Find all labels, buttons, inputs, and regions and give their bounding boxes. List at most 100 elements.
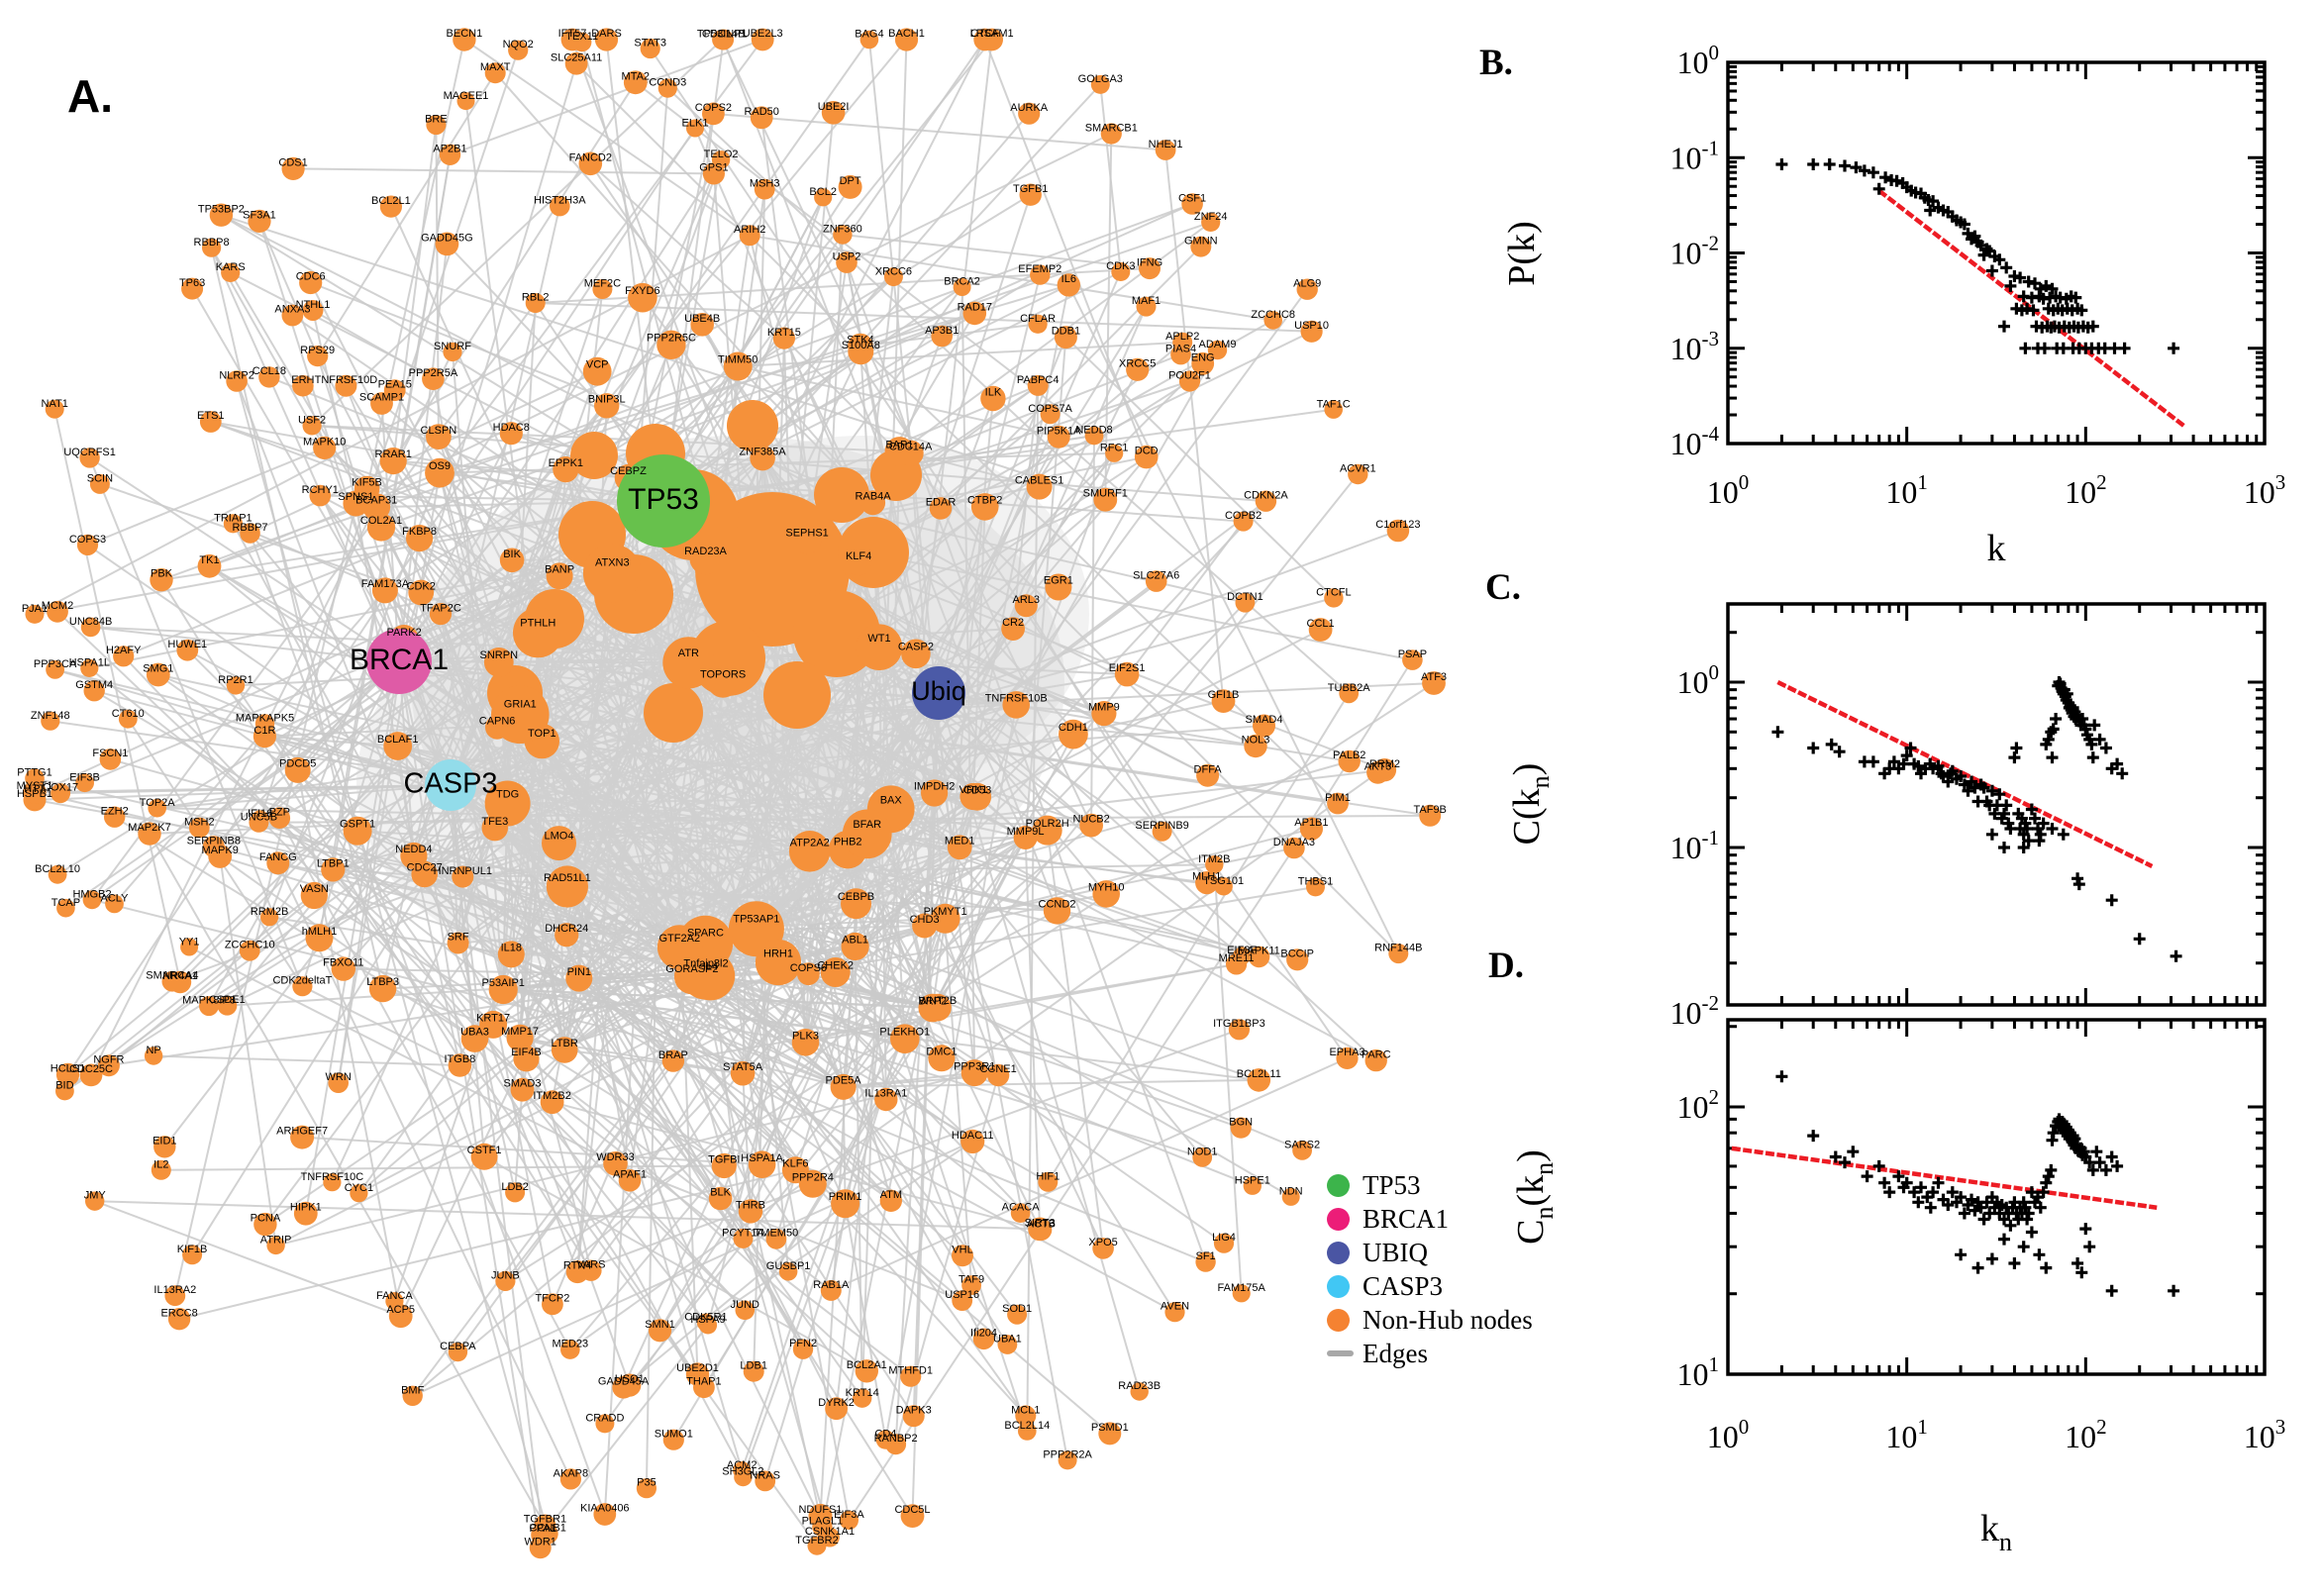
- tick-label: 10-2: [1670, 232, 1720, 271]
- gene-node-label: ATM: [880, 1189, 902, 1201]
- legend-node-swatch: [1327, 1241, 1350, 1264]
- data-point: [1775, 1070, 1788, 1083]
- gene-node: [1213, 1233, 1235, 1253]
- data-point: [2093, 1156, 2106, 1169]
- gene-node: [76, 534, 99, 556]
- gene-node-label: CDC5L: [894, 1504, 930, 1516]
- data-point: [1912, 1196, 1925, 1209]
- data-point: [1993, 253, 2006, 266]
- gene-node-label: TUBB2A: [1328, 682, 1370, 694]
- gene-node: [497, 941, 525, 968]
- gene-node: [750, 106, 773, 130]
- data-point: [1878, 1176, 1891, 1189]
- gene-node-label: FKBP8: [402, 526, 437, 538]
- gene-node-label: CDC27: [407, 862, 443, 874]
- data-point: [1942, 775, 1955, 788]
- gene-node-label: RBBP7: [232, 522, 267, 534]
- gene-node-label: LIG4: [1212, 1232, 1236, 1244]
- gene-node-label: NAT1: [42, 398, 68, 410]
- gene-node-label: RP2R1: [218, 674, 252, 686]
- gene-node-label: TNFRSF10B: [985, 692, 1048, 704]
- gene-node-label: PRIM1: [829, 1191, 862, 1203]
- gene-node-label: USO1: [615, 1373, 645, 1385]
- gene-node: [197, 553, 222, 578]
- gene-node: [1130, 1382, 1149, 1401]
- legend-item-label: CASP3: [1363, 1270, 1444, 1301]
- gene-node: [738, 1199, 763, 1224]
- gene-node: [1306, 877, 1325, 897]
- gene-node: [755, 1470, 776, 1492]
- gene-node: [1040, 404, 1060, 425]
- gene-node: [383, 379, 406, 402]
- data-point: [1946, 1186, 1959, 1199]
- data-point: [2057, 828, 2070, 841]
- data-point: [2017, 842, 2030, 853]
- gene-node: [447, 932, 469, 954]
- gene-node: [578, 151, 603, 176]
- legend-item-ubiq: UBIQ: [1327, 1236, 1533, 1269]
- gene-node-label: KRT14: [846, 1387, 879, 1399]
- gene-node-label: H2AFY: [106, 645, 142, 656]
- gene-node-label: CDC6: [296, 271, 326, 283]
- legend-item-non-hub-nodes: Non-Hub nodes: [1327, 1303, 1533, 1337]
- data-point: [1890, 174, 1903, 187]
- gene-node-label: AURKA: [1010, 102, 1049, 114]
- gene-node: [429, 603, 453, 626]
- gene-node-label: TAF9: [959, 1274, 984, 1286]
- gene-node: [582, 544, 642, 603]
- gene-node-label: DARS: [591, 28, 622, 40]
- gene-node: [266, 851, 290, 875]
- gene-node: [307, 346, 329, 367]
- gene-node-label: USP10: [1294, 320, 1329, 332]
- gene-node: [1045, 573, 1072, 601]
- gene-node-label: GPS1: [699, 162, 728, 174]
- gene-node-label: TEX11: [565, 31, 598, 43]
- gene-node-label: PKMYT1: [924, 906, 967, 918]
- gene-node-label: SMAD3: [504, 1078, 542, 1090]
- gene-node: [792, 525, 822, 554]
- gene-node: [258, 366, 280, 388]
- gene-node-label: TCAP: [51, 897, 80, 909]
- hub-node-brca1: [366, 629, 432, 694]
- gene-node-label: PARC: [1362, 1048, 1391, 1060]
- data-point: [1955, 770, 1968, 782]
- gene-node: [1027, 374, 1049, 396]
- tick-label: 100: [1677, 41, 1720, 80]
- gene-node: [730, 1060, 756, 1086]
- data-point: [1847, 1146, 1860, 1158]
- gene-node: [963, 782, 992, 811]
- data-point: [2034, 1201, 2047, 1214]
- gene-node-label: PALB2: [1333, 749, 1365, 761]
- gene-node: [733, 1228, 754, 1248]
- gene-node-label: NOL3: [1242, 735, 1270, 747]
- gene-node: [1092, 880, 1120, 908]
- data-point: [2105, 1150, 2118, 1163]
- data-point: [2071, 1257, 2084, 1269]
- gene-node: [302, 300, 324, 321]
- data-point: [1946, 764, 1959, 777]
- gene-node: [1253, 714, 1275, 738]
- gene-node-label: BANP: [545, 564, 574, 576]
- gene-node: [640, 38, 660, 59]
- gene-node: [328, 1072, 350, 1093]
- hub-node-label: BRCA1: [350, 644, 449, 676]
- data-point: [2168, 342, 2180, 354]
- gene-node: [148, 798, 166, 818]
- gene-node: [765, 1228, 787, 1249]
- gene-node-label: PIN1: [567, 966, 591, 978]
- gene-node-label: NLRP2: [219, 369, 253, 381]
- gene-node: [551, 1037, 578, 1063]
- gene-node: [1139, 257, 1161, 280]
- gene-node-label: ITM2B2: [533, 1090, 571, 1102]
- data-point: [1900, 749, 1913, 762]
- gene-node: [452, 865, 474, 888]
- gene-node: [453, 28, 476, 51]
- gene-node-label: HMGB2: [72, 888, 111, 900]
- gene-node: [723, 351, 753, 381]
- data-point: [1807, 742, 1820, 754]
- gene-node: [791, 1029, 820, 1056]
- gene-node: [240, 523, 260, 544]
- gene-node: [1235, 592, 1256, 613]
- gene-node-label: MMP9: [1088, 701, 1120, 713]
- gene-node: [1054, 326, 1077, 349]
